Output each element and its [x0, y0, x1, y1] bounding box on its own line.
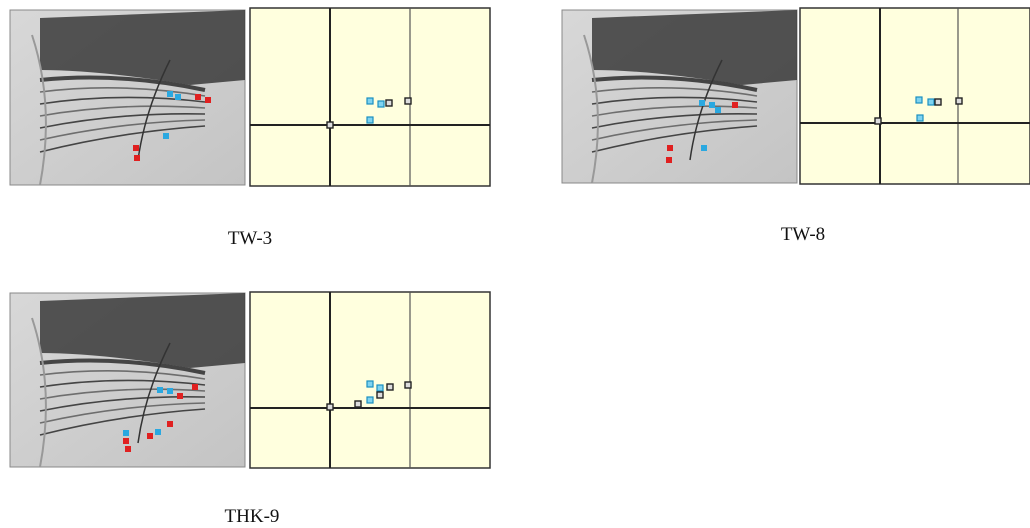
photo-marker	[205, 97, 211, 103]
photo-marker	[192, 384, 198, 390]
panel-label: TW-3	[228, 228, 272, 249]
plot-marker	[377, 385, 383, 391]
plot-area	[250, 8, 490, 186]
panel	[562, 8, 1030, 184]
photo-marker	[709, 102, 715, 108]
photo-marker	[123, 438, 129, 444]
plot-marker	[387, 384, 393, 390]
plot-marker	[367, 397, 373, 403]
photo-marker	[177, 393, 183, 399]
plot-marker	[355, 401, 361, 407]
plot-marker	[378, 101, 384, 107]
photo-marker	[134, 155, 140, 161]
figure: TW-3 TW-8 THK-9	[0, 0, 1030, 528]
plot-marker	[956, 98, 962, 104]
photo-marker	[133, 145, 139, 151]
panel	[10, 8, 490, 186]
photo-marker	[167, 421, 173, 427]
photo-marker	[732, 102, 738, 108]
photo-marker	[157, 387, 163, 393]
plot-marker	[367, 381, 373, 387]
photo-marker	[167, 91, 173, 97]
panel	[10, 292, 490, 468]
plot-marker	[917, 115, 923, 121]
photo-marker	[715, 107, 721, 113]
panel-label: TW-8	[781, 224, 825, 245]
photo-marker	[666, 157, 672, 163]
photo-marker	[125, 446, 131, 452]
plot-area	[800, 8, 1030, 184]
plot-marker	[386, 100, 392, 106]
plot-area	[250, 292, 490, 468]
panel-label: THK-9	[225, 506, 280, 527]
plot-marker	[377, 392, 383, 398]
photo-marker	[123, 430, 129, 436]
plot-marker	[935, 99, 941, 105]
photo-marker	[167, 388, 173, 394]
plot-marker	[327, 404, 333, 410]
photo-marker	[155, 429, 161, 435]
photo-marker	[175, 94, 181, 100]
photo-marker	[195, 94, 201, 100]
plot-marker	[875, 118, 881, 124]
plot-marker	[405, 382, 411, 388]
photo-marker	[147, 433, 153, 439]
photo-marker	[699, 100, 705, 106]
plot-marker	[367, 98, 373, 104]
plot-marker	[327, 122, 333, 128]
plot-marker	[928, 99, 934, 105]
plot-marker	[405, 98, 411, 104]
photo-marker	[701, 145, 707, 151]
plot-marker	[367, 117, 373, 123]
plot-marker	[916, 97, 922, 103]
photo-marker	[163, 133, 169, 139]
photo-marker	[667, 145, 673, 151]
